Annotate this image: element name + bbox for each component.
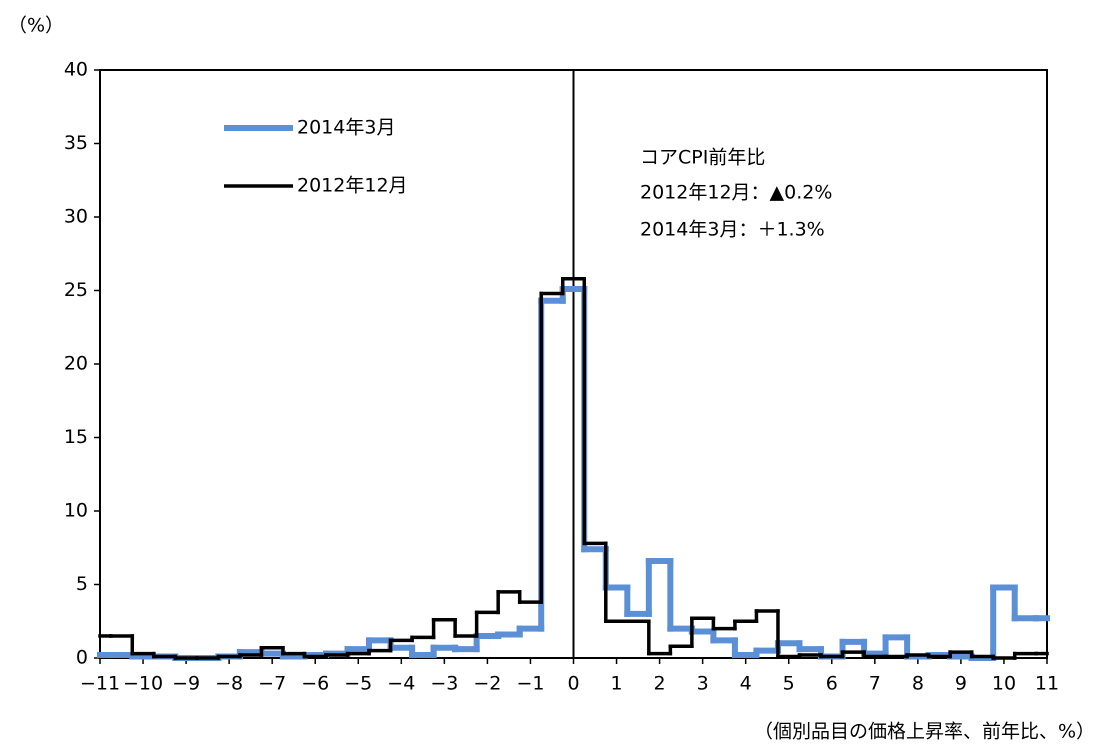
x-tick-label: 2 [654, 673, 666, 695]
x-tick-label: −8 [215, 673, 243, 695]
y-tick-label: 30 [64, 206, 88, 228]
x-tick-label: −5 [344, 673, 372, 695]
x-tick-label: 9 [955, 673, 967, 695]
x-tick-label: −9 [172, 673, 200, 695]
annotation: 2014年3月：＋1.3% [640, 219, 825, 241]
annotation: 2012年12月：▲0.2% [640, 182, 832, 204]
x-tick-label: 11 [1035, 673, 1059, 695]
y-unit-label: （%） [8, 15, 64, 37]
annotation: コアCPI前年比 [640, 147, 765, 169]
x-tick-label: 3 [697, 673, 709, 695]
y-tick-label: 25 [64, 279, 88, 301]
x-tick-label: 6 [826, 673, 838, 695]
x-tick-label: −1 [516, 673, 544, 695]
x-tick-label: −3 [430, 673, 458, 695]
series [98, 276, 1049, 660]
legend-label: 2012年12月 [297, 175, 408, 197]
x-tick-label: −7 [258, 673, 286, 695]
x-tick-label: 0 [567, 673, 579, 695]
x-tick-label: 5 [783, 673, 795, 695]
y-tick-label: 10 [64, 500, 88, 522]
y-tick-label: 5 [76, 573, 88, 595]
x-tick-label: 4 [740, 673, 752, 695]
y-tick-label: 0 [76, 647, 88, 669]
y-tick-label: 35 [64, 132, 88, 154]
y-tick-label: 15 [64, 426, 88, 448]
x-axis-label: （個別品目の価格上昇率、前年比、%） [754, 721, 1095, 743]
x-tick-label: −2 [473, 673, 501, 695]
x-tick-label: 7 [869, 673, 881, 695]
x-tick-label: 8 [912, 673, 924, 695]
y-tick-label: 40 [64, 59, 88, 81]
x-tick-label: 1 [610, 673, 622, 695]
x-tick-label: 10 [992, 673, 1016, 695]
legend-label: 2014年3月 [297, 117, 395, 139]
x-tick-label: −11 [80, 673, 120, 695]
y-tick-label: 20 [64, 353, 88, 375]
x-tick-label: −10 [123, 673, 163, 695]
x-tick-label: −4 [387, 673, 415, 695]
x-tick-label: −6 [301, 673, 329, 695]
